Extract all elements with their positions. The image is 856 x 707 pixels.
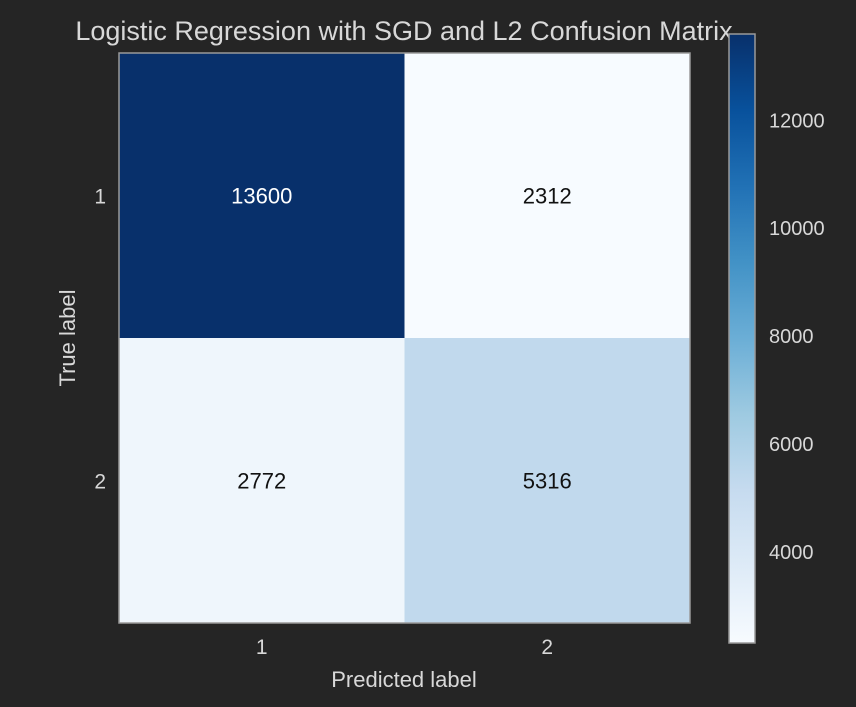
plot-frame [118, 52, 691, 624]
colorbar [728, 33, 756, 644]
matrix-cell [404, 53, 691, 339]
colorbar-tick-labels: 4000 6000 8000 10000 12000 [769, 110, 825, 564]
y-tick-label: 2 [94, 471, 106, 494]
cell-value-label: 5316 [523, 469, 572, 494]
x-tick-label: 1 [256, 636, 268, 659]
matrix-cell [119, 53, 405, 339]
matrix-cells: 13600 2312 2772 5316 [119, 53, 691, 624]
y-axis-label: True label [55, 289, 80, 386]
cell-value-label: 2312 [523, 184, 572, 209]
colorbar-tick-label: 8000 [769, 326, 814, 348]
colorbar-tick-label: 4000 [769, 542, 814, 564]
colorbar-tick-label: 12000 [769, 110, 825, 132]
x-tick-label: 2 [541, 636, 553, 659]
matrix-cell [404, 338, 691, 624]
x-axis-label: Predicted label [331, 667, 477, 692]
colorbar-tick-label: 10000 [769, 218, 825, 240]
cell-value-label: 13600 [231, 184, 292, 209]
colorbar-tick-label: 6000 [769, 434, 814, 456]
y-tick-labels: 12 [94, 186, 106, 494]
cell-value-label: 2772 [237, 469, 286, 494]
y-tick-label: 1 [94, 186, 106, 209]
matrix-cell [119, 338, 405, 624]
chart-title: Logistic Regression with SGD and L2 Conf… [75, 16, 733, 46]
